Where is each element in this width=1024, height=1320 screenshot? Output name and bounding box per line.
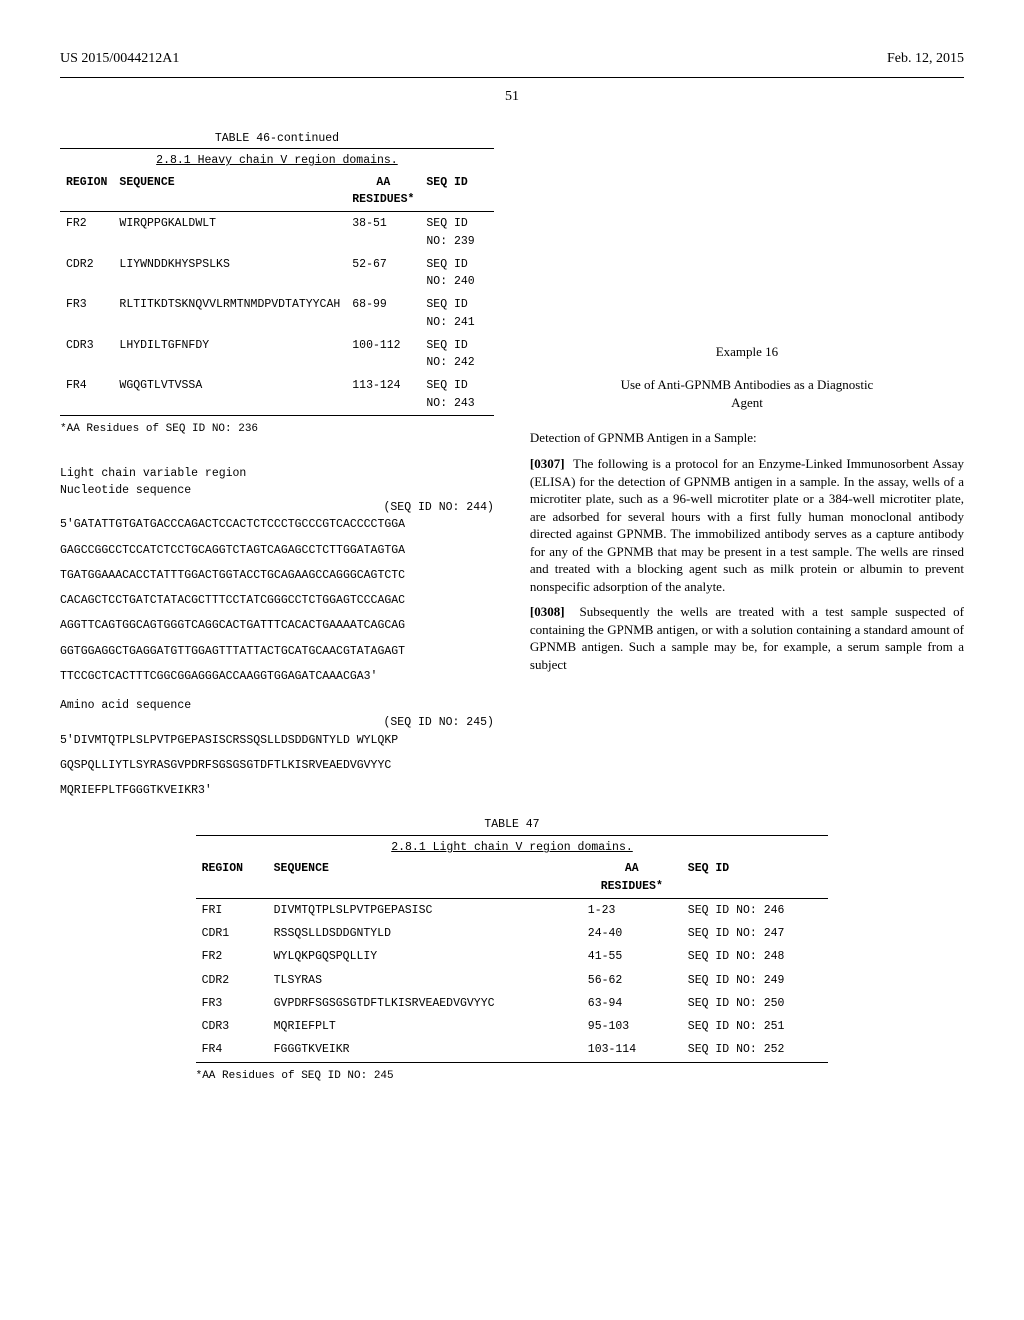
th-sequence: SEQUENCE [268, 857, 582, 898]
nt-line: TTCCGCTCACTTTCGGCGGAGGGACCAAGGTGGAGATCAA… [60, 668, 494, 685]
th-aa: AA RESIDUES* [582, 857, 682, 898]
table47-caption: TABLE 47 [196, 817, 829, 833]
para-0307: [0307] The following is a protocol for a… [530, 455, 964, 595]
table-row: CDR3LHYDILTGFNFDY100-112SEQ ID NO: 242 [60, 334, 494, 375]
page-number: 51 [60, 88, 964, 107]
example-label: Example 16 [530, 343, 964, 361]
table47-footnote: *AA Residues of SEQ ID NO: 245 [196, 1069, 829, 1084]
th-seqid: SEQ ID [420, 171, 494, 212]
nt-line: GGTGGAGGCTGAGGATGTTGGAGTTTATTACTGCATGCAA… [60, 643, 494, 660]
nt-line: TGATGGAAACACCTATTTGGACTGGTACCTGCAGAAGCCA… [60, 567, 494, 584]
lc-seqid245: (SEQ ID NO: 245) [60, 714, 494, 731]
nt-line: AGGTTCAGTGGCAGTGGGTCAGGCACTGATTTCACACTGA… [60, 617, 494, 634]
example-title: Use of Anti-GPNMB Antibodies as a Diagno… [530, 376, 964, 411]
table47: REGION SEQUENCE AA RESIDUES* SEQ ID FRID… [196, 857, 829, 1062]
table46: REGION SEQUENCE AA RESIDUES* SEQ ID FR2W… [60, 171, 494, 416]
table-row: FRIDIVMTQTPLSLPVTPGEPASISC1-23SEQ ID NO:… [196, 899, 829, 922]
lc-heading3: Amino acid sequence [60, 697, 494, 714]
header-rule [60, 77, 964, 78]
nt-line: 5'GATATTGTGATGACCCAGACTCCACTCTCCCTGCCCGT… [60, 516, 494, 533]
table-row: FR2WYLQKPGQSPQLLIY41-55SEQ ID NO: 248 [196, 945, 829, 968]
table-row: CDR1RSSQSLLDSDDGNTYLD24-40SEQ ID NO: 247 [196, 922, 829, 945]
table-row: CDR2TLSYRAS56-62SEQ ID NO: 249 [196, 969, 829, 992]
table-row: FR4WGQGTLVTVSSA113-124SEQ ID NO: 243 [60, 374, 494, 415]
th-region: REGION [60, 171, 113, 212]
aa-line: GQSPQLLIYTLSYRASGVPDRFSGSGSGTDFTLKISRVEA… [60, 757, 494, 774]
lc-heading2: Nucleotide sequence [60, 482, 494, 499]
table46-caption: TABLE 46-continued [60, 131, 494, 147]
lc-heading1: Light chain variable region [60, 465, 494, 482]
table-row: FR3RLTITKDTSKNQVVLRMTNMDPVDTATYYCAH68-99… [60, 293, 494, 334]
th-aa: AA RESIDUES* [346, 171, 420, 212]
patent-date: Feb. 12, 2015 [887, 50, 964, 69]
table-row: CDR2LIYWNDDKHYSPSLKS52-67SEQ ID NO: 240 [60, 253, 494, 294]
patent-pub-number: US 2015/0044212A1 [60, 50, 179, 69]
nt-line: CACAGCTCCTGATCTATACGCTTTCCTATCGGGCCTCTGG… [60, 592, 494, 609]
th-region: REGION [196, 857, 268, 898]
table-row: FR4FGGGTKVEIKR103-114SEQ ID NO: 252 [196, 1038, 829, 1062]
th-seqid: SEQ ID [682, 857, 829, 898]
rule [196, 835, 829, 836]
lc-seqid244: (SEQ ID NO: 244) [60, 499, 494, 516]
para-0308: [0308] Subsequently the wells are treate… [530, 603, 964, 673]
table47-title: 2.8.1 Light chain V region domains. [196, 840, 829, 856]
rule [60, 148, 494, 149]
table-row: CDR3MQRIEFPLT95-103SEQ ID NO: 251 [196, 1015, 829, 1038]
table46-footnote: *AA Residues of SEQ ID NO: 236 [60, 422, 494, 437]
aa-line: MQRIEFPLTFGGGTKVEIKR3' [60, 782, 494, 799]
page-header: US 2015/0044212A1 Feb. 12, 2015 [60, 50, 964, 69]
table46-title: 2.8.1 Heavy chain V region domains. [60, 153, 494, 169]
th-sequence: SEQUENCE [113, 171, 346, 212]
detection-heading: Detection of GPNMB Antigen in a Sample: [530, 429, 964, 447]
nt-line: GAGCCGGCCTCCATCTCCTGCAGGTCTAGTCAGAGCCTCT… [60, 542, 494, 559]
aa-line: 5'DIVMTQTPLSLPVTPGEPASISCRSSQSLLDSDDGNTY… [60, 732, 494, 749]
table-row: FR3GVPDRFSGSGSGTDFTLKISRVEAEDVGVYYC63-94… [196, 992, 829, 1015]
table-row: FR2WIRQPPGKALDWLT38-51SEQ ID NO: 239 [60, 212, 494, 253]
